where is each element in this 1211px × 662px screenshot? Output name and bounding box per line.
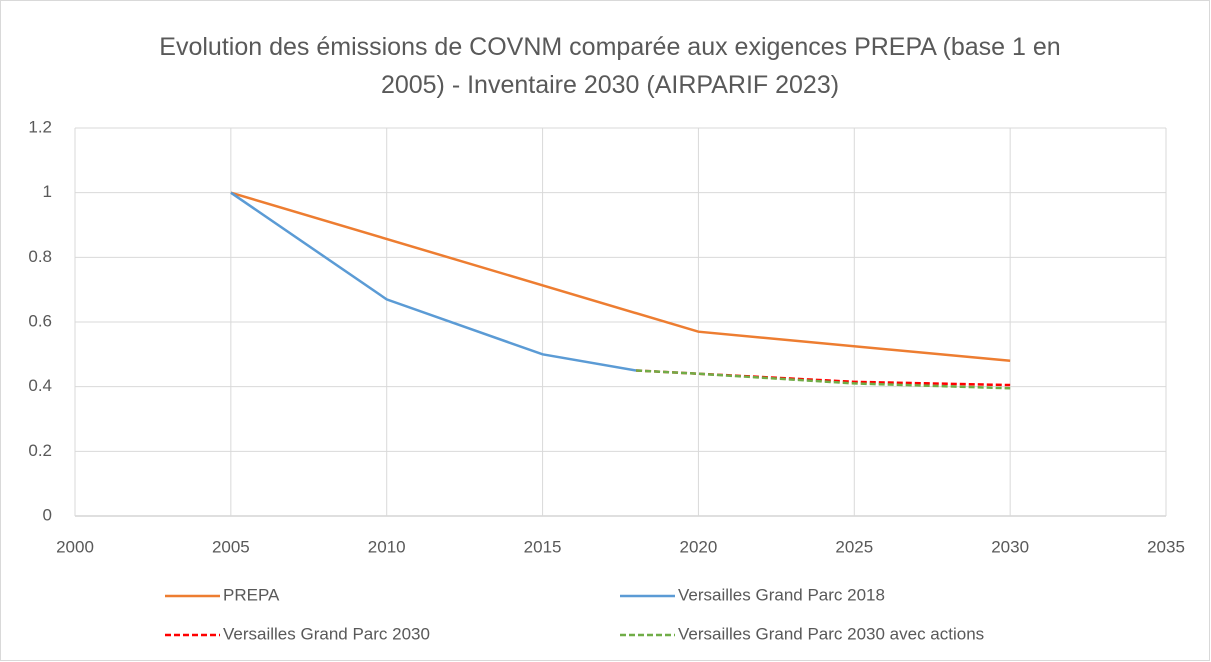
- y-tick-label: 0.8: [28, 247, 52, 266]
- legend-label: Versailles Grand Parc 2018: [678, 585, 885, 604]
- x-tick-label: 2005: [212, 537, 250, 556]
- y-tick-label: 0.2: [28, 441, 52, 460]
- x-tick-label: 2010: [368, 537, 406, 556]
- y-tick-label: 1.2: [28, 117, 52, 136]
- y-tick-label: 0.4: [28, 376, 52, 395]
- y-tick-label: 0: [43, 505, 52, 524]
- x-tick-label: 2020: [680, 537, 718, 556]
- x-tick-label: 2015: [524, 537, 562, 556]
- data-line: [230, 191, 637, 372]
- data-line: [230, 191, 1011, 363]
- x-tick-label: 2000: [56, 537, 94, 556]
- y-tick-label: 0.6: [28, 311, 52, 330]
- x-tick-label: 2030: [991, 537, 1029, 556]
- data-line: [636, 369, 1011, 390]
- x-tick-label: 2025: [835, 537, 873, 556]
- chart-title: Evolution des émissions de COVNM comparé…: [159, 33, 1061, 99]
- x-tick-label: 2035: [1147, 537, 1185, 556]
- legend-label: Versailles Grand Parc 2030 avec actions: [678, 624, 984, 643]
- legend-label: PREPA: [223, 585, 280, 604]
- legend-label: Versailles Grand Parc 2030: [223, 624, 430, 643]
- y-tick-label: 1: [43, 182, 52, 201]
